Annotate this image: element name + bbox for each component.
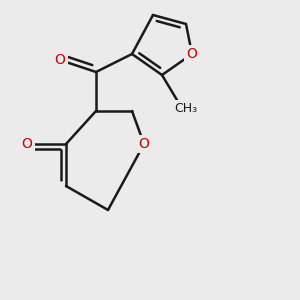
Text: O: O <box>55 53 65 67</box>
Text: O: O <box>187 47 197 61</box>
Text: O: O <box>139 137 149 151</box>
Text: CH₃: CH₃ <box>174 101 198 115</box>
Text: O: O <box>22 137 32 151</box>
